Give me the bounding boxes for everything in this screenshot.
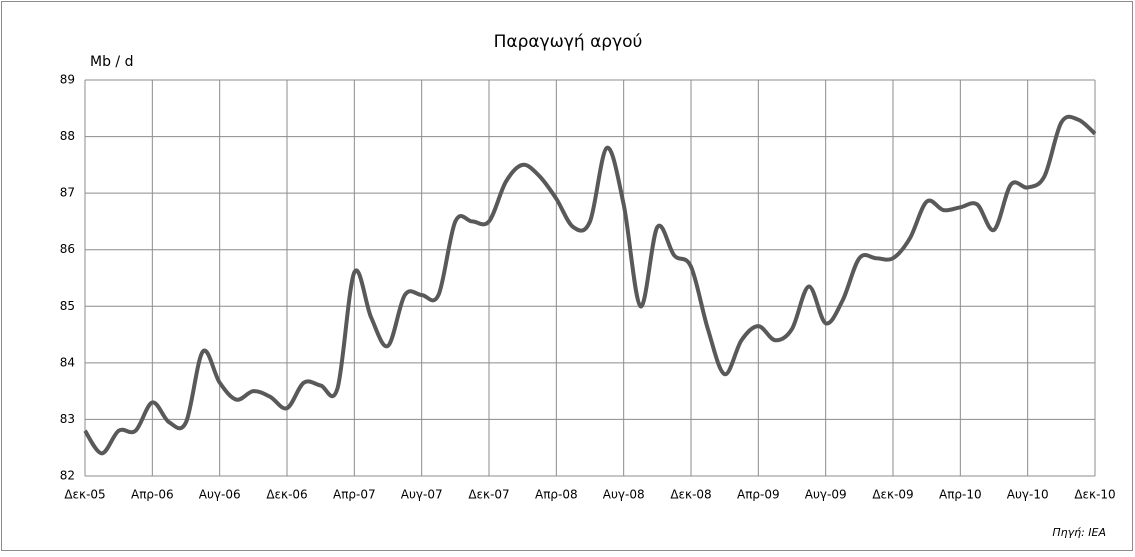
y-tick-label: 84: [60, 355, 75, 369]
x-tick-label: Δεκ-08: [670, 488, 711, 502]
y-tick-label: 82: [60, 469, 75, 483]
y-tick-label: 86: [60, 242, 75, 256]
y-tick-label: 83: [60, 412, 75, 426]
x-tick-label: Αυγ-10: [1007, 488, 1049, 502]
x-tick-label: Δεκ-09: [872, 488, 913, 502]
y-tick-label: 85: [60, 299, 75, 313]
y-tick-label: 89: [60, 73, 75, 87]
y-axis-label: Mb / d: [90, 54, 133, 70]
data-line: [83, 114, 1097, 456]
x-tick-label: Αυγ-06: [199, 488, 241, 502]
y-tick-label: 88: [60, 129, 75, 143]
chart-title: Παραγωγή αργού: [494, 32, 643, 52]
x-tick-label: Δεκ-05: [64, 488, 105, 502]
x-tick-label: Απρ-06: [131, 488, 174, 502]
x-tick-label: Αυγ-07: [401, 488, 443, 502]
x-tick-label: Δεκ-07: [468, 488, 509, 502]
x-tick-label: Απρ-10: [939, 488, 982, 502]
x-tick-label: Δεκ-10: [1074, 488, 1115, 502]
x-tick-label: Απρ-08: [535, 488, 578, 502]
x-tick-label: Απρ-09: [737, 488, 780, 502]
y-tick-label: 87: [60, 186, 75, 200]
x-tick-label: Δεκ-06: [266, 488, 307, 502]
x-tick-label: Απρ-07: [333, 488, 376, 502]
x-tick-label: Αυγ-09: [805, 488, 847, 502]
x-tick-label: Αυγ-08: [603, 488, 645, 502]
source-note: Πηγή: IEA: [1052, 526, 1106, 539]
